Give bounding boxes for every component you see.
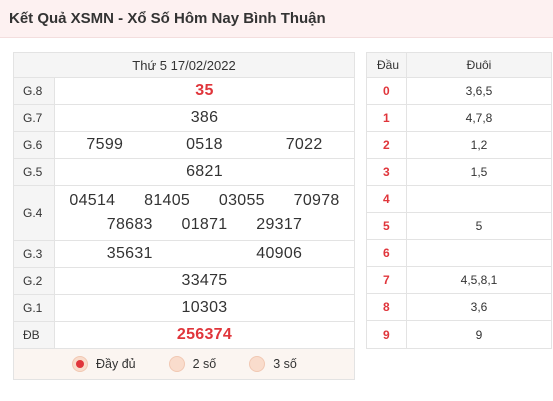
loto-header-row: Đầu Đuôi <box>367 53 551 78</box>
prize-row-g3: G.3 35631 40906 <box>14 241 354 268</box>
prize-label: G.1 <box>14 295 55 321</box>
loto-tail: 3,6 <box>470 300 488 314</box>
prize-value: 29317 <box>256 216 303 233</box>
tail-column-header: Đuôi <box>466 58 492 72</box>
loto-tail: 1,2 <box>470 138 488 152</box>
prize-value: 01871 <box>181 216 228 233</box>
special-prize-value: 256374 <box>176 326 233 343</box>
loto-tail: 5 <box>475 219 483 233</box>
prize-value: 386 <box>190 109 219 126</box>
option-full[interactable]: Đầy đủ <box>72 356 136 372</box>
prize-value: 40906 <box>256 245 303 262</box>
prize-value: 7599 <box>86 136 124 153</box>
loto-head: 2 <box>367 132 407 158</box>
head-tail-table: Đầu Đuôi 0 3,6,5 1 4,7,8 2 1,2 3 1,5 4 5… <box>366 52 552 349</box>
display-options: Đầy đủ 2 số 3 số <box>14 349 354 379</box>
page-header: Kết Quả XSMN - Xổ Số Hôm Nay Bình Thuận <box>0 0 553 38</box>
results-table: Thứ 5 17/02/2022 G.8 35 G.7 386 G.6 7599… <box>13 52 355 380</box>
option-2-digits[interactable]: 2 số <box>168 356 217 372</box>
loto-head: 6 <box>367 240 407 266</box>
prize-value: 0518 <box>186 136 223 153</box>
option-label: 3 số <box>273 357 297 371</box>
prize-label: G.4 <box>14 186 55 240</box>
option-label: 2 số <box>192 357 217 371</box>
prize-label: ĐB <box>14 322 55 348</box>
prize-value: 35631 <box>106 245 153 262</box>
prize-value: 03055 <box>218 192 265 209</box>
prize-row-g7: G.7 386 <box>14 105 354 132</box>
prize-row-g8: G.8 35 <box>14 78 354 105</box>
prize-value: 81405 <box>144 192 191 209</box>
prize-row-g2: G.2 33475 <box>14 268 354 295</box>
radio-icon[interactable] <box>249 356 266 372</box>
prize-row-g5: G.5 6821 <box>14 159 354 186</box>
loto-tail: 1,5 <box>470 165 488 179</box>
loto-row: 1 4,7,8 <box>367 105 551 132</box>
loto-tail: 4,5,8,1 <box>460 273 498 287</box>
loto-tail: 3,6,5 <box>465 84 493 98</box>
loto-head: 5 <box>367 213 407 239</box>
prize-label: G.3 <box>14 241 55 267</box>
loto-head: 7 <box>367 267 407 293</box>
loto-tail <box>407 186 551 212</box>
loto-row: 3 1,5 <box>367 159 551 186</box>
loto-tail <box>407 240 551 266</box>
option-label: Đầy đủ <box>96 357 136 371</box>
page-title: Kết Quả XSMN - Xổ Số Hôm Nay Bình Thuận <box>9 10 326 27</box>
prize-value: 33475 <box>181 272 228 289</box>
prize-row-g1: G.1 10303 <box>14 295 354 322</box>
loto-row: 9 9 <box>367 321 551 348</box>
loto-row: 8 3,6 <box>367 294 551 321</box>
loto-tail: 4,7,8 <box>465 111 493 125</box>
loto-head: 4 <box>367 186 407 212</box>
radio-icon[interactable] <box>168 356 185 372</box>
prize-label: G.2 <box>14 268 55 294</box>
prize-label: G.7 <box>14 105 55 131</box>
radio-checked-icon[interactable] <box>72 356 88 372</box>
loto-row: 6 <box>367 240 551 267</box>
prize-value: 70978 <box>293 192 340 209</box>
prize-value: 10303 <box>181 299 228 316</box>
prize-label: G.5 <box>14 159 55 185</box>
head-column-header: Đầu <box>367 53 407 77</box>
prize-row-g6: G.6 7599 0518 7022 <box>14 132 354 159</box>
loto-head: 1 <box>367 105 407 131</box>
results-date: Thứ 5 17/02/2022 <box>14 53 354 78</box>
loto-row: 7 4,5,8,1 <box>367 267 551 294</box>
prize-label: G.6 <box>14 132 55 158</box>
prize-value: 78683 <box>106 216 153 233</box>
prize-value: 04514 <box>69 192 116 209</box>
loto-row: 2 1,2 <box>367 132 551 159</box>
loto-head: 8 <box>367 294 407 320</box>
prize-row-g4: G.4 04514 81405 03055 70978 78683 01871 … <box>14 186 354 241</box>
prize-value: 35 <box>195 82 214 99</box>
loto-tail: 9 <box>475 327 483 342</box>
loto-row: 4 <box>367 186 551 213</box>
loto-head: 3 <box>367 159 407 185</box>
loto-row: 5 5 <box>367 213 551 240</box>
prize-value: 7022 <box>285 136 323 153</box>
loto-head: 0 <box>367 78 407 104</box>
loto-head: 9 <box>367 321 407 348</box>
prize-value: 6821 <box>186 163 223 180</box>
prize-row-special: ĐB 256374 <box>14 322 354 349</box>
loto-row: 0 3,6,5 <box>367 78 551 105</box>
prize-label: G.8 <box>14 78 55 104</box>
option-3-digits[interactable]: 3 số <box>249 356 297 372</box>
